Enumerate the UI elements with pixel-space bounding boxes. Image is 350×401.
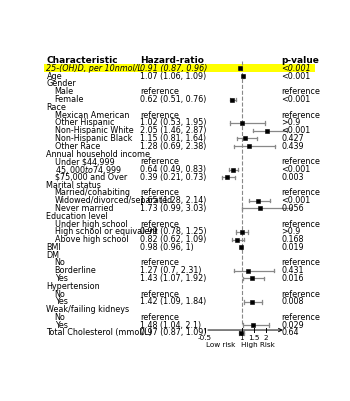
Text: reference: reference [281, 313, 320, 322]
Text: <0.001: <0.001 [281, 95, 310, 104]
Text: Male: Male [55, 87, 74, 96]
Text: 1.48 (1.04, 2.1): 1.48 (1.04, 2.1) [140, 321, 201, 330]
Text: Married/cohabiting: Married/cohabiting [55, 188, 131, 197]
Text: Borderline: Borderline [55, 266, 96, 275]
Text: Low risk: Low risk [206, 342, 236, 348]
Text: reference: reference [140, 290, 179, 298]
Text: 25-(OH)D, per 10nmol/L: 25-(OH)D, per 10nmol/L [47, 64, 142, 73]
Text: 0.99 (0.78, 1.25): 0.99 (0.78, 1.25) [140, 227, 206, 236]
Text: Under $44,999: Under $44,999 [55, 157, 114, 166]
Text: <0.001: <0.001 [281, 165, 310, 174]
Text: Other Race: Other Race [55, 142, 100, 151]
Text: 1.02 (0.53, 1.95): 1.02 (0.53, 1.95) [140, 118, 206, 128]
Text: 1: 1 [239, 335, 244, 341]
Text: reference: reference [281, 87, 320, 96]
Text: Yes: Yes [55, 297, 68, 306]
Text: reference: reference [140, 188, 179, 197]
Text: 0.003: 0.003 [281, 173, 303, 182]
Text: 0.82 (0.62, 1.09): 0.82 (0.62, 1.09) [140, 235, 206, 244]
Text: Yes: Yes [55, 321, 68, 330]
Text: 1.42 (1.09, 1.84): 1.42 (1.09, 1.84) [140, 297, 206, 306]
Text: p-value: p-value [281, 56, 319, 65]
Text: 0.168: 0.168 [281, 235, 303, 244]
Text: reference: reference [140, 313, 179, 322]
Text: Annual household income: Annual household income [47, 150, 150, 158]
Text: Race: Race [47, 103, 66, 112]
Text: reference: reference [281, 258, 320, 267]
Text: Gender: Gender [47, 79, 76, 89]
FancyBboxPatch shape [44, 65, 315, 73]
Text: 0.91 (0.87, 0.96): 0.91 (0.87, 0.96) [140, 64, 208, 73]
Text: 0.016: 0.016 [281, 274, 303, 283]
Text: Under high school: Under high school [55, 219, 127, 229]
Text: <0.001: <0.001 [281, 196, 310, 205]
Text: Non-Hispanic White: Non-Hispanic White [55, 126, 133, 135]
Text: Never married: Never married [55, 204, 113, 213]
Text: Characteristic: Characteristic [47, 56, 118, 65]
Text: 1.27 (0.7, 2.31): 1.27 (0.7, 2.31) [140, 266, 202, 275]
Text: No: No [55, 290, 65, 298]
Text: $75,000 and Over: $75,000 and Over [55, 173, 127, 182]
Text: 0.64 (0.49, 0.83): 0.64 (0.49, 0.83) [140, 165, 206, 174]
Text: <0.001: <0.001 [281, 126, 310, 135]
Text: -0.5: -0.5 [198, 335, 212, 341]
Text: 0.029: 0.029 [281, 321, 304, 330]
Text: BMI: BMI [47, 243, 61, 252]
Text: 0.427: 0.427 [281, 134, 304, 143]
Text: Widowed/divorced/separated: Widowed/divorced/separated [55, 196, 173, 205]
Text: 1.43 (1.07, 1.92): 1.43 (1.07, 1.92) [140, 274, 206, 283]
Text: 0.008: 0.008 [281, 297, 303, 306]
Text: Hypertension: Hypertension [47, 282, 100, 291]
Text: 1.73 (0.99, 3.03): 1.73 (0.99, 3.03) [140, 204, 206, 213]
Text: <0.001: <0.001 [281, 64, 311, 73]
Text: Age: Age [47, 72, 62, 81]
Text: Education level: Education level [47, 212, 108, 221]
Text: reference: reference [281, 111, 320, 119]
Text: DM: DM [47, 251, 60, 259]
Text: 0.64: 0.64 [281, 328, 299, 337]
Text: Hazard-ratio: Hazard-ratio [140, 56, 204, 65]
Text: 0.62 (0.51, 0.76): 0.62 (0.51, 0.76) [140, 95, 206, 104]
Text: <0.001: <0.001 [281, 72, 310, 81]
Text: 2.05 (1.46, 2.87): 2.05 (1.46, 2.87) [140, 126, 206, 135]
Text: reference: reference [140, 219, 179, 229]
Text: Above high school: Above high school [55, 235, 128, 244]
Text: High Risk: High Risk [241, 342, 274, 348]
Text: No: No [55, 313, 65, 322]
Text: reference: reference [281, 219, 320, 229]
Text: 0.431: 0.431 [281, 266, 303, 275]
Text: High school or equivalent: High school or equivalent [55, 227, 157, 236]
Text: 0.97 (0.87, 1.09): 0.97 (0.87, 1.09) [140, 328, 206, 337]
Text: 1.28 (0.69, 2.38): 1.28 (0.69, 2.38) [140, 142, 206, 151]
Text: reference: reference [140, 111, 179, 119]
Text: reference: reference [281, 290, 320, 298]
Text: 1.5: 1.5 [248, 335, 260, 341]
Text: Other Hispanic: Other Hispanic [55, 118, 114, 128]
Text: 1.07 (1.06, 1.09): 1.07 (1.06, 1.09) [140, 72, 206, 81]
Text: No: No [55, 258, 65, 267]
Text: Total Cholesterol (mmol/L): Total Cholesterol (mmol/L) [47, 328, 152, 337]
Text: reference: reference [281, 188, 320, 197]
Text: 0.439: 0.439 [281, 142, 304, 151]
Text: reference: reference [140, 258, 179, 267]
Text: Non-Hispanic Black: Non-Hispanic Black [55, 134, 132, 143]
Text: reference: reference [140, 157, 179, 166]
Text: 1.15 (0.81, 1.64): 1.15 (0.81, 1.64) [140, 134, 206, 143]
Text: 0.39 (0.21, 0.73): 0.39 (0.21, 0.73) [140, 173, 206, 182]
Text: Mexican American: Mexican American [55, 111, 129, 119]
Text: reference: reference [140, 87, 179, 96]
Text: 2: 2 [264, 335, 268, 341]
Text: 1.65 (1.28, 2.14): 1.65 (1.28, 2.14) [140, 196, 206, 205]
Text: 0.056: 0.056 [281, 204, 304, 213]
Text: >0.9: >0.9 [281, 227, 300, 236]
Text: Female: Female [55, 95, 84, 104]
Text: $45,000 to $74,999: $45,000 to $74,999 [55, 164, 121, 176]
Text: 0.019: 0.019 [281, 243, 304, 252]
Text: 0.98 (0.96, 1): 0.98 (0.96, 1) [140, 243, 194, 252]
Text: Marital status: Marital status [47, 180, 102, 190]
Text: Weak/failing kidneys: Weak/failing kidneys [47, 305, 130, 314]
Text: >0.9: >0.9 [281, 118, 300, 128]
Text: Yes: Yes [55, 274, 68, 283]
Text: reference: reference [281, 157, 320, 166]
